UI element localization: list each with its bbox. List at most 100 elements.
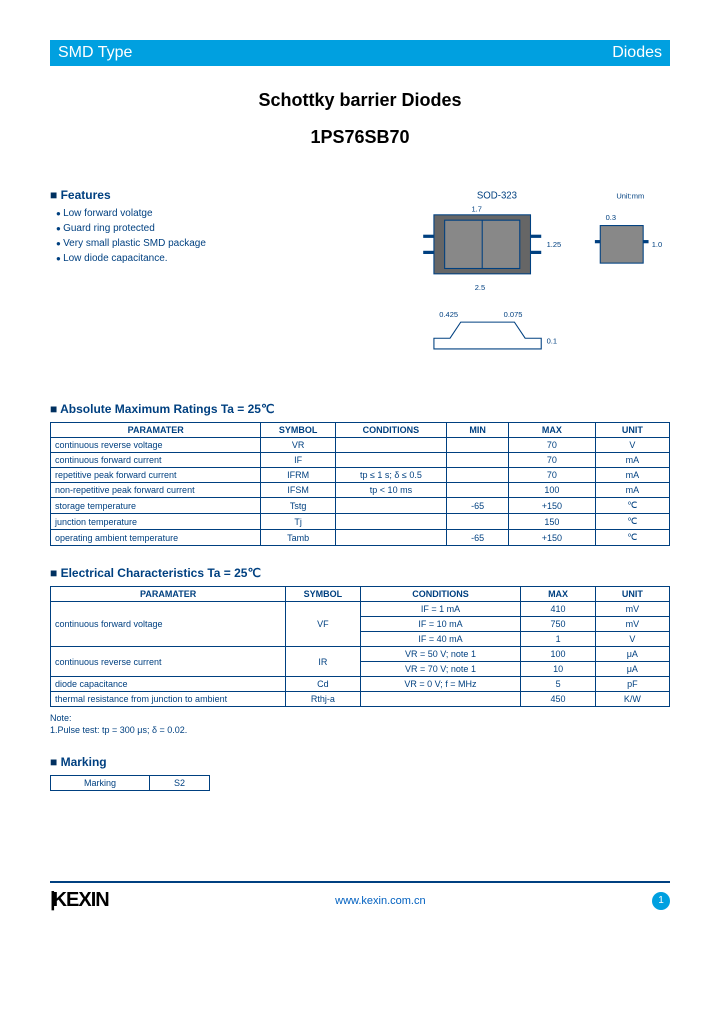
table-cell: IF = 1 mA	[360, 602, 521, 617]
table-cell: Tamb	[261, 530, 335, 546]
marking-section: Marking Marking S2	[50, 755, 670, 791]
table-cell: IR	[286, 647, 360, 677]
table-cell: continuous forward current	[51, 453, 261, 468]
svg-text:0.3: 0.3	[606, 213, 616, 222]
table-cell: continuous reverse current	[51, 647, 286, 677]
table-cell: storage temperature	[51, 498, 261, 514]
table-row: thermal resistance from junction to ambi…	[51, 692, 670, 707]
table-row: storage temperatureTstg -65+150℃	[51, 498, 670, 514]
table-cell: ℃	[595, 514, 669, 530]
package-svg: SOD-323 Unit:mm 1.7 2.5 1.25 0.3 1.0	[391, 188, 670, 370]
table-cell: Tstg	[261, 498, 335, 514]
features-section: Features Low forward volatgeGuard ring p…	[50, 188, 329, 372]
table-cell: VF	[286, 602, 360, 647]
abs-max-table: PARAMATERSYMBOLCONDITIONSMINMAXUNIT cont…	[50, 422, 670, 546]
note-text: 1.Pulse test: tp = 300 μs; δ = 0.02.	[50, 725, 670, 735]
table-cell: mA	[595, 483, 669, 498]
table-cell: operating ambient temperature	[51, 530, 261, 546]
feature-item: Low forward volatge	[50, 208, 329, 219]
table-cell: IFRM	[261, 468, 335, 483]
table-cell	[335, 514, 446, 530]
table-cell: pF	[595, 677, 669, 692]
table-cell: 150	[509, 514, 596, 530]
table-cell: diode capacitance	[51, 677, 286, 692]
svg-text:0.1: 0.1	[547, 337, 557, 346]
table-row: repetitive peak forward currentIFRMtp ≤ …	[51, 468, 670, 483]
table-header: CONDITIONS	[360, 587, 521, 602]
table-cell: IFSM	[261, 483, 335, 498]
table-cell	[335, 498, 446, 514]
table-cell: tp < 10 ms	[335, 483, 446, 498]
table-cell: 70	[509, 468, 596, 483]
table-cell: V	[595, 438, 669, 453]
table-cell: Rthj-a	[286, 692, 360, 707]
feature-item: Very small plastic SMD package	[50, 238, 329, 249]
table-cell: Cd	[286, 677, 360, 692]
table-cell: μA	[595, 647, 669, 662]
table-cell: ℃	[595, 498, 669, 514]
table-cell: IF = 40 mA	[360, 632, 521, 647]
table-cell: K/W	[595, 692, 669, 707]
elec-heading: Electrical Characteristics Ta = 25℃	[50, 566, 670, 580]
table-header: PARAMATER	[51, 423, 261, 438]
table-header: SYMBOL	[261, 423, 335, 438]
table-header: MAX	[509, 423, 596, 438]
table-cell: mV	[595, 602, 669, 617]
table-cell	[447, 453, 509, 468]
table-cell: IF = 10 mA	[360, 617, 521, 632]
table-cell: mV	[595, 617, 669, 632]
pkg-unit: Unit:mm	[616, 192, 644, 201]
feature-item: Guard ring protected	[50, 223, 329, 234]
footer-url: www.kexin.com.cn	[335, 895, 425, 907]
footer: |KEXIN www.kexin.com.cn 1	[0, 883, 720, 918]
table-cell: Tj	[261, 514, 335, 530]
table-cell: ℃	[595, 530, 669, 546]
table-cell	[447, 468, 509, 483]
table-cell: +150	[509, 498, 596, 514]
table-cell: VR = 0 V; f = MHz	[360, 677, 521, 692]
table-header: UNIT	[595, 587, 669, 602]
table-cell	[360, 692, 521, 707]
marking-value: S2	[150, 776, 210, 791]
table-cell: 70	[509, 453, 596, 468]
table-cell: VR	[261, 438, 335, 453]
table-cell	[335, 453, 446, 468]
table-cell: 10	[521, 662, 595, 677]
table-row: diode capacitanceCdVR = 0 V; f = MHz5pF	[51, 677, 670, 692]
feature-item: Low diode capacitance.	[50, 253, 329, 264]
table-cell	[447, 514, 509, 530]
abs-max-section: Absolute Maximum Ratings Ta = 25℃ PARAMA…	[50, 402, 670, 546]
table-cell: μA	[595, 662, 669, 677]
svg-text:1.25: 1.25	[547, 240, 562, 249]
marking-label: Marking	[51, 776, 150, 791]
table-cell: continuous reverse voltage	[51, 438, 261, 453]
table-header: SYMBOL	[286, 587, 360, 602]
header-banner: SMD Type Diodes	[50, 40, 670, 66]
table-cell	[335, 530, 446, 546]
table-cell: 1	[521, 632, 595, 647]
svg-text:0.075: 0.075	[504, 310, 523, 319]
table-header: MIN	[447, 423, 509, 438]
table-row: continuous forward voltageVFIF = 1 mA410…	[51, 602, 670, 617]
table-cell: repetitive peak forward current	[51, 468, 261, 483]
svg-text:1.7: 1.7	[471, 205, 481, 214]
marking-heading: Marking	[50, 755, 670, 769]
table-cell: 100	[521, 647, 595, 662]
table-cell: mA	[595, 453, 669, 468]
table-cell: continuous forward voltage	[51, 602, 286, 647]
table-cell: thermal resistance from junction to ambi…	[51, 692, 286, 707]
table-row: junction temperatureTj150℃	[51, 514, 670, 530]
table-cell: -65	[447, 498, 509, 514]
table-header: CONDITIONS	[335, 423, 446, 438]
table-cell: 100	[509, 483, 596, 498]
table-cell: 450	[521, 692, 595, 707]
svg-text:1.0: 1.0	[652, 240, 662, 249]
table-cell	[447, 438, 509, 453]
table-cell: IF	[261, 453, 335, 468]
kexin-logo: |KEXIN	[50, 889, 109, 912]
elec-table: PARAMATERSYMBOLCONDITIONSMAXUNIT continu…	[50, 586, 670, 707]
table-header: PARAMATER	[51, 587, 286, 602]
table-row: continuous forward currentIF 70mA	[51, 453, 670, 468]
elec-section: Electrical Characteristics Ta = 25℃ PARA…	[50, 566, 670, 735]
table-cell	[447, 483, 509, 498]
